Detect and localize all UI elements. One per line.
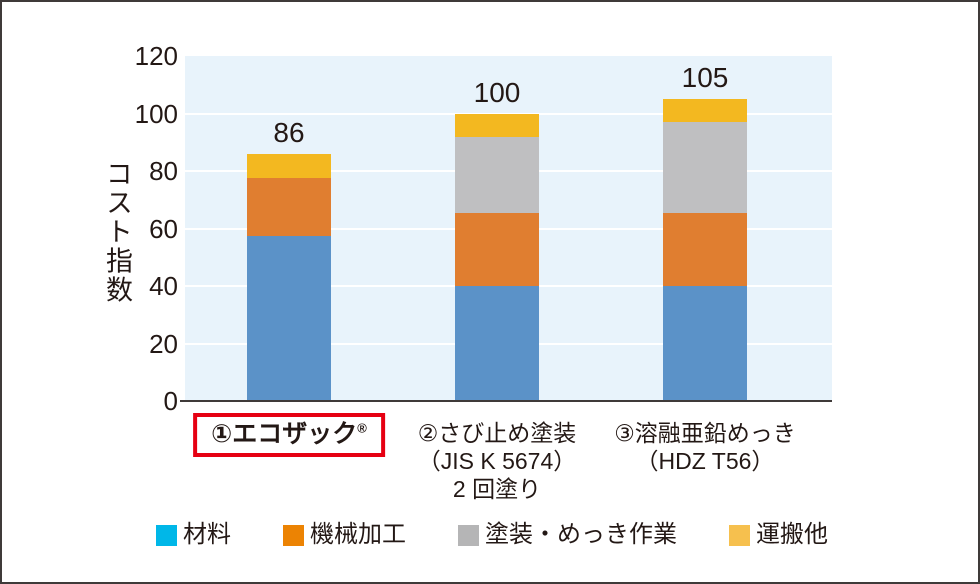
bar-segment-機械加工 — [663, 212, 747, 286]
legend-item-機械加工: 機械加工 — [283, 523, 406, 547]
bar-segment-材料 — [663, 286, 747, 401]
registered-mark: ® — [357, 420, 367, 436]
bar-total-label-1: 86 — [273, 116, 305, 148]
bar-total-label-3: 105 — [681, 62, 729, 94]
y-tick-label-120: 120 — [134, 41, 178, 71]
legend-label: 材料 — [183, 521, 231, 548]
y-tick-label-80: 80 — [149, 156, 178, 186]
bar-segment-運搬他 — [247, 153, 331, 179]
legend-swatch-icon — [156, 524, 177, 546]
legend: 材料 機械加工 塗装・めっき作業 運搬他 — [2, 523, 978, 547]
legend-label: 塗装・めっき作業 — [485, 521, 677, 548]
legend-swatch-icon — [283, 524, 304, 546]
bar-segment-塗装・めっき作業 — [663, 122, 747, 213]
bar-segment-塗装・めっき作業 — [455, 136, 539, 213]
category-label-3: ③溶融亜鉛めっき （HDZ T56） — [614, 419, 796, 475]
highlight-box: ①エコザック® — [193, 413, 385, 457]
bar-segment-機械加工 — [455, 212, 539, 286]
bar-segment-運搬他 — [663, 99, 747, 123]
y-tick-label-40: 40 — [149, 271, 178, 301]
category-label-line: 2 回塗り — [452, 476, 542, 502]
legend-label: 機械加工 — [310, 521, 406, 548]
stacked-bar-3 — [663, 99, 747, 401]
legend-swatch-icon — [458, 524, 479, 546]
bar-segment-運搬他 — [455, 113, 539, 137]
stacked-bar-2 — [455, 113, 539, 401]
y-tick-label-0: 0 — [163, 386, 178, 416]
stacked-bar-1 — [247, 153, 331, 401]
y-axis-title: コスト指数 — [102, 159, 132, 305]
category-label-2: ②さび止め塗装 （JIS K 5674） 2 回塗り — [418, 419, 577, 503]
bar-total-label-2: 100 — [473, 76, 521, 108]
bar-segment-材料 — [247, 235, 331, 401]
category-label-line: （HDZ T56） — [635, 448, 775, 474]
category-label-1: ①エコザック® — [193, 413, 385, 457]
y-tick-label-60: 60 — [149, 213, 178, 244]
legend-item-運搬他: 運搬他 — [729, 523, 828, 547]
category-label-line: ③溶融亜鉛めっき — [614, 420, 796, 446]
y-tick-label-20: 20 — [149, 328, 178, 359]
bar-segment-機械加工 — [247, 178, 331, 236]
legend-item-材料: 材料 — [156, 523, 231, 547]
category-label-line: ②さび止め塗装 — [417, 420, 577, 446]
x-axis-line — [180, 400, 832, 402]
y-tick-label-100: 100 — [134, 98, 178, 129]
bar-segment-材料 — [455, 286, 539, 401]
legend-swatch-icon — [729, 524, 750, 546]
legend-item-塗装・めっき作業: 塗装・めっき作業 — [458, 523, 677, 547]
legend-label: 運搬他 — [756, 521, 828, 548]
plot-area: 86 100 105 — [185, 56, 832, 401]
category-label-line: （JIS K 5674） — [417, 448, 577, 474]
